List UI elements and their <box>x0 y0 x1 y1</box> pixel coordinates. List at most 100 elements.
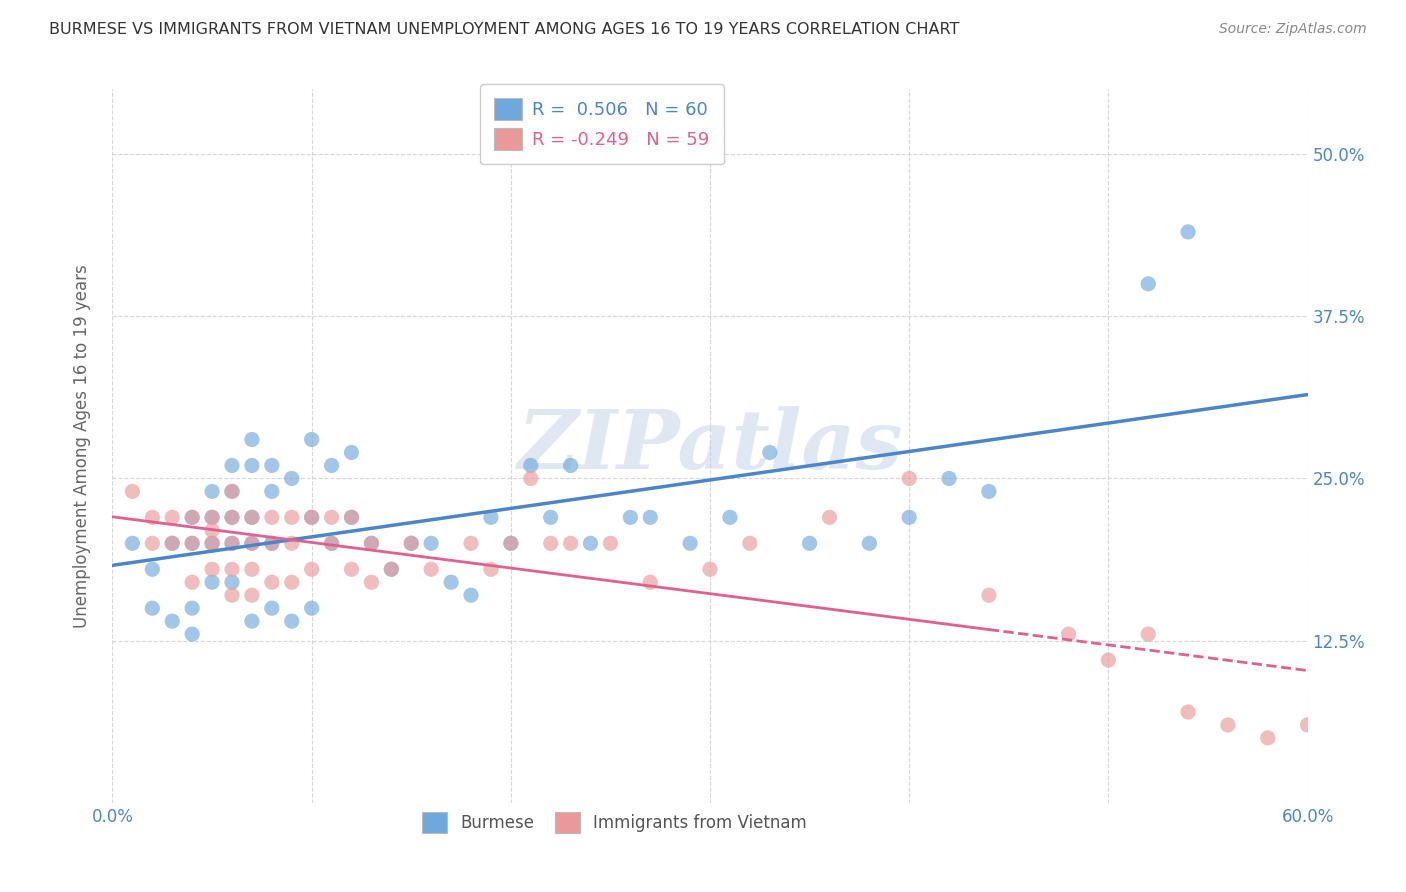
Point <box>181 510 204 524</box>
Point <box>640 510 662 524</box>
Point <box>440 575 463 590</box>
Point <box>162 536 183 550</box>
Point <box>240 510 263 524</box>
Point <box>221 562 243 576</box>
Point <box>1097 653 1119 667</box>
Point <box>360 536 382 550</box>
Point <box>799 536 821 550</box>
Point <box>281 510 304 524</box>
Point <box>321 510 343 524</box>
Point <box>679 536 702 550</box>
Point <box>540 536 562 550</box>
Point <box>699 562 721 576</box>
Point <box>1257 731 1279 745</box>
Point <box>201 524 224 538</box>
Text: BURMESE VS IMMIGRANTS FROM VIETNAM UNEMPLOYMENT AMONG AGES 16 TO 19 YEARS CORREL: BURMESE VS IMMIGRANTS FROM VIETNAM UNEMP… <box>49 22 959 37</box>
Point <box>260 484 283 499</box>
Point <box>340 445 363 459</box>
Point <box>201 536 224 550</box>
Point <box>260 536 283 550</box>
Point <box>221 536 243 550</box>
Point <box>240 536 263 550</box>
Point <box>201 510 224 524</box>
Point <box>121 536 143 550</box>
Point <box>818 510 841 524</box>
Point <box>301 562 323 576</box>
Point <box>499 536 522 550</box>
Point <box>520 458 543 473</box>
Point <box>221 484 243 499</box>
Point <box>201 536 224 550</box>
Point <box>162 614 183 628</box>
Point <box>401 536 423 550</box>
Point <box>301 601 323 615</box>
Point <box>201 562 224 576</box>
Point <box>340 510 363 524</box>
Point <box>560 536 582 550</box>
Point <box>340 562 363 576</box>
Point <box>321 536 343 550</box>
Point <box>640 575 662 590</box>
Point <box>260 601 283 615</box>
Point <box>759 445 782 459</box>
Point <box>858 536 880 550</box>
Point <box>221 575 243 590</box>
Point <box>281 614 304 628</box>
Point <box>619 510 641 524</box>
Point <box>938 471 960 485</box>
Point <box>240 536 263 550</box>
Point <box>181 536 204 550</box>
Point <box>1177 225 1199 239</box>
Point <box>260 575 283 590</box>
Point <box>579 536 602 550</box>
Point <box>240 433 263 447</box>
Point <box>420 562 443 576</box>
Point <box>260 536 283 550</box>
Point <box>479 510 502 524</box>
Point <box>1296 718 1319 732</box>
Point <box>221 536 243 550</box>
Point <box>1137 627 1160 641</box>
Point <box>181 536 204 550</box>
Point <box>1137 277 1160 291</box>
Point <box>520 471 543 485</box>
Text: Source: ZipAtlas.com: Source: ZipAtlas.com <box>1219 22 1367 37</box>
Point <box>141 562 163 576</box>
Point <box>380 562 402 576</box>
Point <box>301 510 323 524</box>
Point <box>401 536 423 550</box>
Point <box>321 536 343 550</box>
Y-axis label: Unemployment Among Ages 16 to 19 years: Unemployment Among Ages 16 to 19 years <box>73 264 91 628</box>
Point <box>221 484 243 499</box>
Point <box>240 614 263 628</box>
Point <box>738 536 761 550</box>
Point <box>162 536 183 550</box>
Point <box>898 471 921 485</box>
Point <box>281 536 304 550</box>
Point <box>599 536 621 550</box>
Point <box>540 510 562 524</box>
Point <box>360 536 382 550</box>
Point <box>1216 718 1239 732</box>
Point <box>260 510 283 524</box>
Point <box>141 510 163 524</box>
Point <box>260 458 283 473</box>
Point <box>141 601 163 615</box>
Legend: Burmese, Immigrants from Vietnam: Burmese, Immigrants from Vietnam <box>411 801 818 845</box>
Point <box>499 536 522 550</box>
Point <box>162 510 183 524</box>
Point <box>460 536 482 550</box>
Point <box>240 458 263 473</box>
Point <box>201 484 224 499</box>
Point <box>240 510 263 524</box>
Point <box>977 484 1000 499</box>
Point <box>181 510 204 524</box>
Point <box>560 458 582 473</box>
Point <box>898 510 921 524</box>
Point <box>121 484 143 499</box>
Point <box>141 536 163 550</box>
Point <box>221 458 243 473</box>
Point <box>718 510 741 524</box>
Point <box>360 575 382 590</box>
Point <box>181 601 204 615</box>
